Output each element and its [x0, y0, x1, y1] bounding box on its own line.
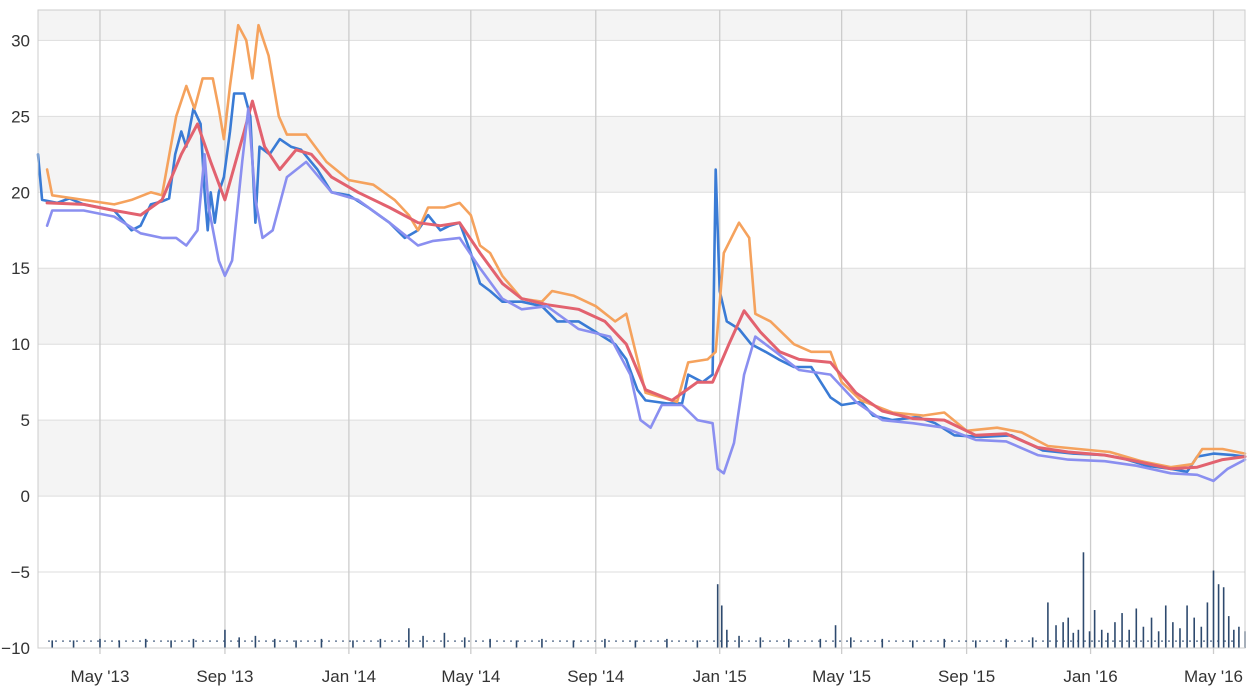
- x-tick-label: Jan '15: [693, 667, 747, 686]
- plot-band: [38, 268, 1245, 345]
- plot-band: [38, 420, 1245, 497]
- x-tick-label: Jan '14: [322, 667, 376, 686]
- y-tick-label: 5: [21, 411, 30, 430]
- y-tick-label: −10: [1, 639, 30, 658]
- y-tick-label: 15: [11, 259, 30, 278]
- y-tick-label: 0: [21, 487, 30, 506]
- x-tick-label: Jan '16: [1063, 667, 1117, 686]
- x-tick-label: May '13: [70, 667, 129, 686]
- x-tick-label: May '16: [1184, 667, 1243, 686]
- y-tick-label: 10: [11, 335, 30, 354]
- y-tick-label: −5: [11, 563, 30, 582]
- x-tick-label: May '15: [812, 667, 871, 686]
- plot-band: [38, 10, 1245, 41]
- x-tick-label: Sep '15: [938, 667, 995, 686]
- series-layer: [36, 23, 1247, 648]
- axes: −10 −5 0 5 10 15 20 25 30 May '13 Sep '13 Jan '14 Ma…: [1, 9, 1246, 686]
- x-tick-label: Sep '14: [567, 667, 624, 686]
- grid-lines: [38, 10, 1245, 654]
- series-line-2: [45, 99, 1247, 471]
- y-tick-label: 30: [11, 31, 30, 50]
- y-tick-label: 20: [11, 183, 30, 202]
- volume-bars: [48, 552, 1246, 648]
- plot-frame: [37, 9, 1246, 649]
- x-tick-label: Sep '13: [196, 667, 253, 686]
- y-tick-label: 25: [11, 107, 30, 126]
- x-tick-label: May '14: [441, 667, 500, 686]
- series-line-3: [45, 107, 1247, 483]
